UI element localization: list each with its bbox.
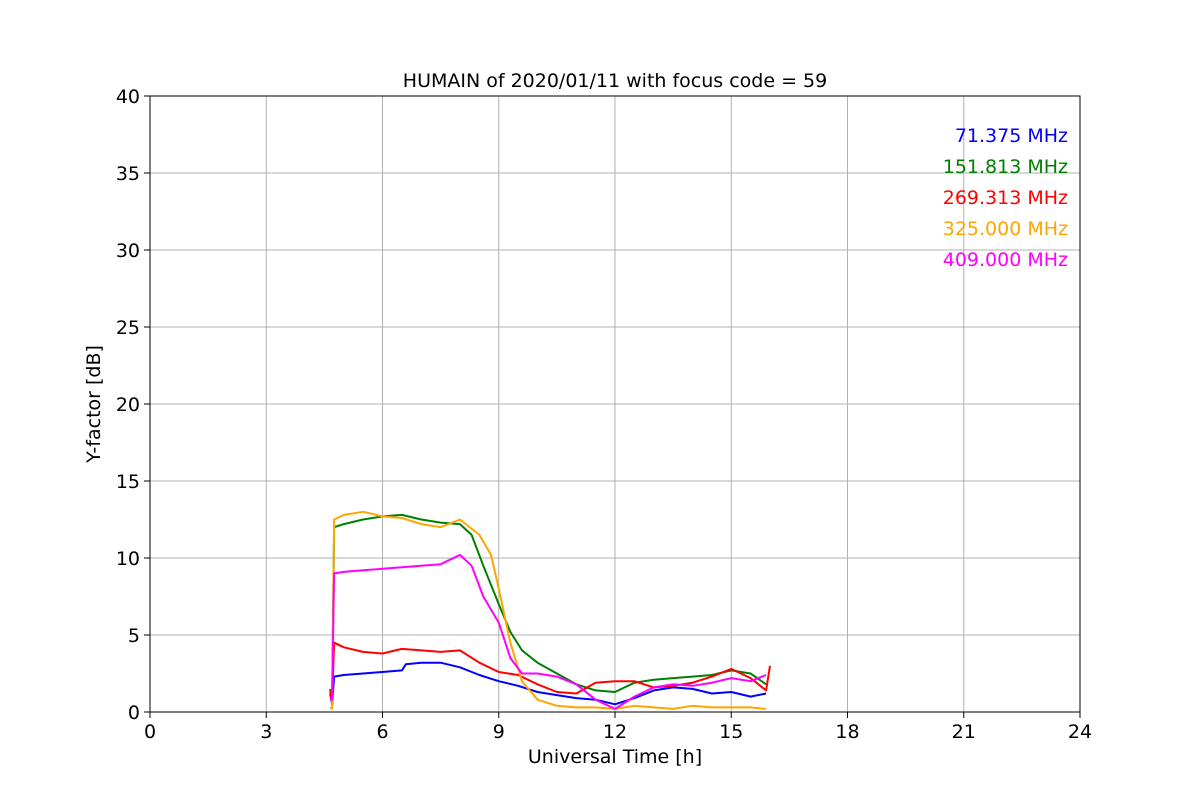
y-tick-label: 20 [116,394,140,416]
legend-entry: 269.313 MHz [943,187,1068,209]
y-axis-label: Y-factor [dB] [83,345,105,464]
chart-title: HUMAIN of 2020/01/11 with focus code = 5… [403,70,827,92]
y-tick-label: 5 [128,625,140,647]
x-tick-label: 21 [952,721,976,743]
x-tick-label: 9 [493,721,505,743]
y-tick-label: 35 [116,163,140,185]
y-tick-label: 40 [116,86,140,108]
x-tick-label: 12 [603,721,627,743]
y-tick-label: 10 [116,548,140,570]
x-tick-label: 6 [376,721,388,743]
x-axis: 0 3 6 9 12 15 18 21 24 [144,712,1092,743]
legend-entry: 409.000 MHz [943,249,1068,271]
series-line-409-000-mhz [329,553,767,710]
x-tick-label: 3 [260,721,272,743]
series-line-71-375-mhz [329,661,767,706]
series-line-269-313-mhz [329,641,771,704]
x-tick-label: 0 [144,721,156,743]
legend-entry: 325.000 MHz [943,218,1068,240]
y-tick-label: 30 [116,240,140,262]
series-group [329,510,771,710]
legend-entry: 151.813 MHz [943,156,1068,178]
y-tick-label: 25 [116,317,140,339]
x-tick-label: 24 [1068,721,1092,743]
series-line-325-000-mhz [329,510,767,710]
y-axis: 0 5 10 15 20 25 30 35 40 [116,86,150,724]
x-axis-label: Universal Time [h] [528,746,702,768]
legend-entry: 71.375 MHz [955,125,1068,147]
legend: 71.375 MHz 151.813 MHz 269.313 MHz 325.000 … [943,125,1068,271]
x-tick-label: 18 [835,721,859,743]
series-line-151-813-mhz [329,513,767,701]
x-tick-label: 15 [719,721,743,743]
y-tick-label: 15 [116,471,140,493]
y-tick-label: 0 [128,702,140,724]
